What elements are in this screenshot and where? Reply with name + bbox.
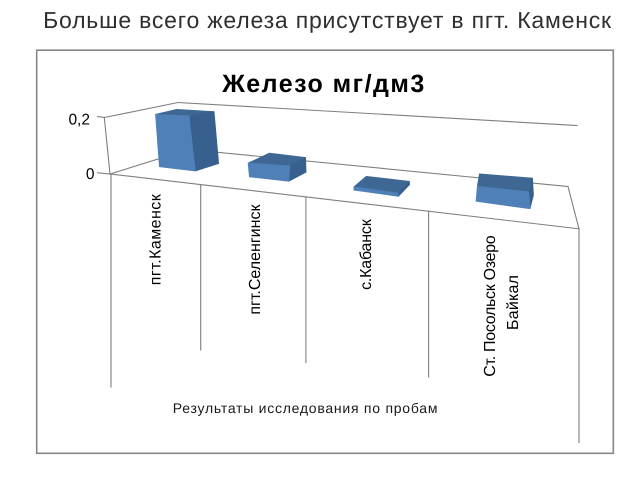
svg-text:пгт.Каменск: пгт.Каменск	[148, 193, 165, 285]
svg-text:Ст. Посольск Озеро: Ст. Посольск Озеро	[482, 235, 499, 377]
svg-text:Результаты исследования по про: Результаты исследования по пробам	[173, 400, 438, 416]
svg-text:0,2: 0,2	[68, 112, 90, 129]
svg-text:с.Кабанск: с.Кабанск	[358, 218, 375, 290]
svg-text:0: 0	[86, 166, 95, 183]
svg-text:Железо мг/дм3: Железо мг/дм3	[221, 70, 426, 98]
svg-text:пгт.Селенгинск: пгт.Селенгинск	[247, 204, 264, 315]
svg-text:Больше всего железа присутству: Больше всего железа присутствует в пгт. …	[43, 7, 612, 33]
svg-text:Байкал: Байкал	[505, 275, 522, 330]
